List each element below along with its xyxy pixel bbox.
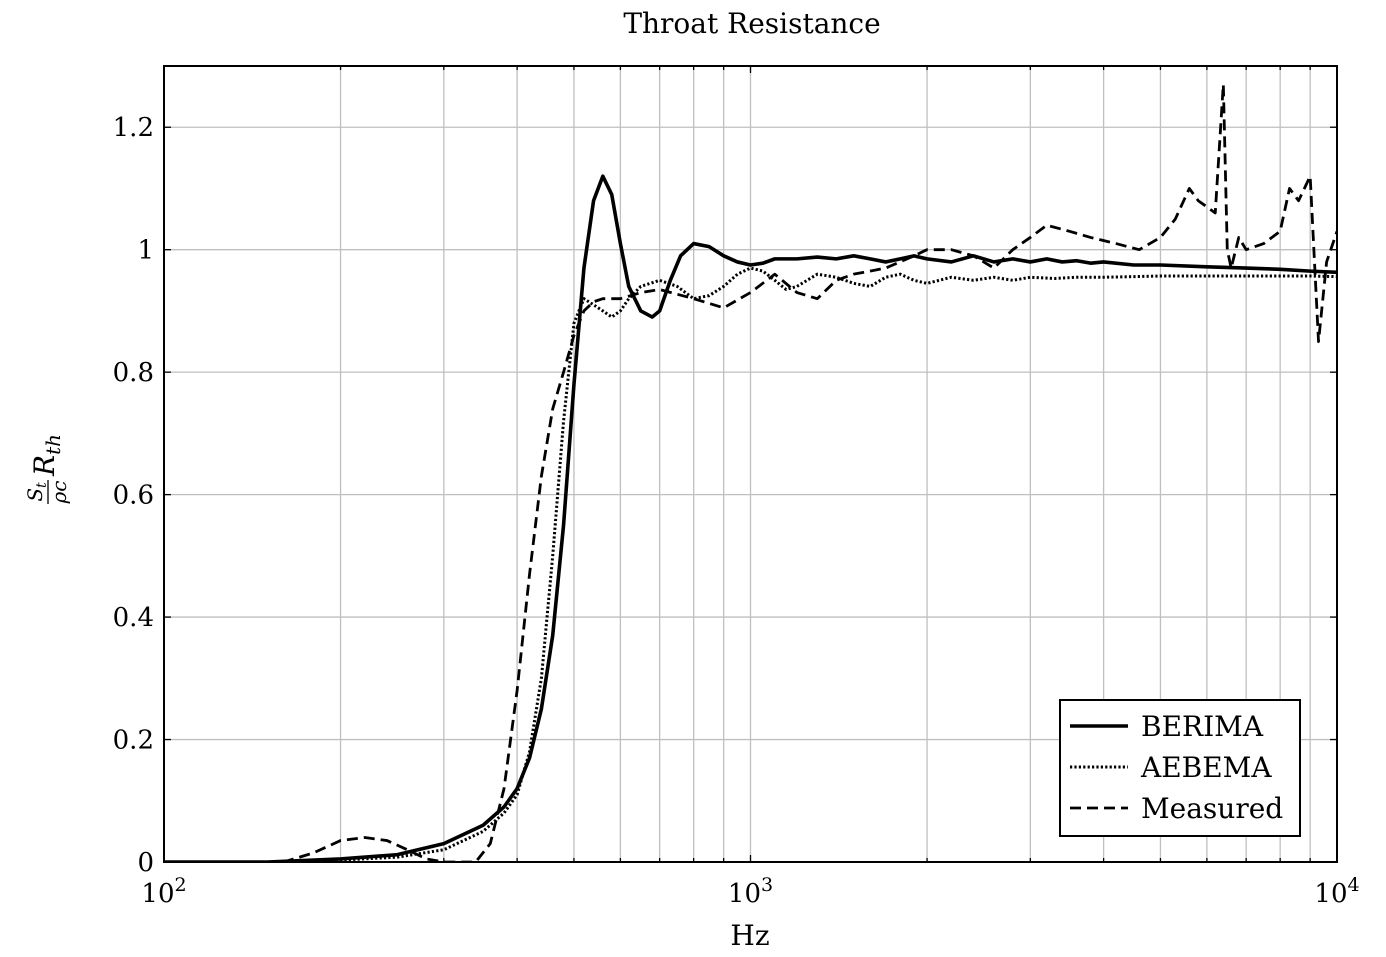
y-label-num-main: S xyxy=(23,488,47,502)
y-tick-label: 1 xyxy=(137,236,154,266)
legend: BERIMA AEBEMA Measured xyxy=(1059,699,1301,837)
y-tick-label: 0 xyxy=(137,848,154,878)
series-line-aebema xyxy=(164,266,1337,862)
y-label-main-sub: th xyxy=(41,434,65,455)
series-line-berima xyxy=(164,174,1337,862)
legend-box xyxy=(1059,699,1301,837)
tick-marks xyxy=(163,66,1338,863)
x-tick-base: 10 xyxy=(141,879,174,909)
y-label-denominator: ρc xyxy=(47,481,71,505)
x-tick-exp: 3 xyxy=(761,874,773,896)
y-label-num-sub: t xyxy=(34,482,50,488)
plot-area xyxy=(164,82,1337,862)
legend-label-berima: BERIMA xyxy=(1141,710,1264,743)
y-tick-label: 0.6 xyxy=(113,481,154,511)
x-axis-label: Hz xyxy=(730,919,769,952)
y-tick-label: 0.2 xyxy=(113,726,154,756)
x-tick-exp: 4 xyxy=(1348,874,1360,896)
y-tick-label: 0.4 xyxy=(113,603,154,633)
x-tick-base: 10 xyxy=(728,879,761,909)
y-label-main: Rth xyxy=(28,434,65,477)
y-tick-label: 0.8 xyxy=(113,358,154,388)
x-tick-exp: 2 xyxy=(175,874,187,896)
y-label-numerator: St xyxy=(23,482,50,502)
y-tick-label: 1.2 xyxy=(113,113,154,143)
x-tick-label: 104 xyxy=(1314,874,1359,909)
x-tick-label: 102 xyxy=(141,874,186,909)
x-tick-label: 103 xyxy=(728,874,773,909)
y-label-main-text: R xyxy=(28,455,61,477)
x-tick-base: 10 xyxy=(1314,879,1347,909)
chart-title: Throat Resistance xyxy=(623,7,880,40)
legend-label-aebema: AEBEMA xyxy=(1140,751,1272,784)
legend-label-measured: Measured xyxy=(1141,792,1283,825)
series-line-measured xyxy=(164,82,1337,862)
